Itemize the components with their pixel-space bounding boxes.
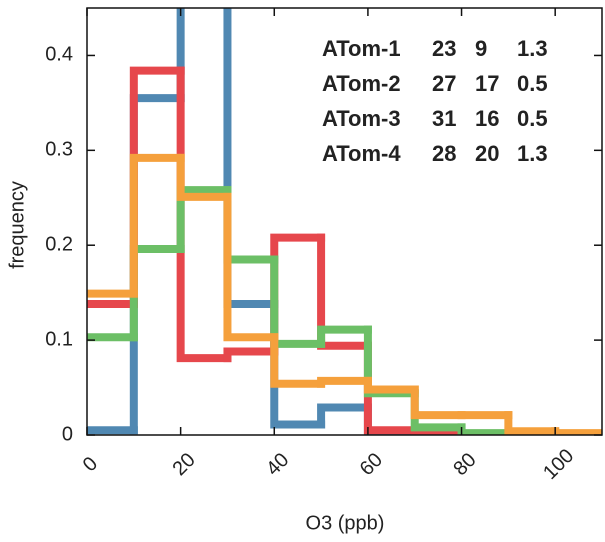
legend-label: ATom-2 <box>322 71 401 96</box>
histogram-step <box>129 66 185 309</box>
x-tick-label: 100 <box>539 445 578 484</box>
histogram-step <box>504 411 560 435</box>
histogram-step <box>223 192 279 342</box>
plot-area <box>87 8 602 435</box>
histogram-step <box>457 423 513 435</box>
x-tick-label: 20 <box>168 449 199 480</box>
histogram-step <box>129 153 185 298</box>
legend-stat: 0.5 <box>517 71 548 96</box>
histogram-step <box>363 376 419 394</box>
histogram-step <box>176 8 185 103</box>
y-axis-label: frequency <box>6 181 28 269</box>
x-tick-label: 40 <box>262 449 293 480</box>
histogram-step <box>176 66 232 363</box>
y-tick-label: 0.1 <box>45 328 73 350</box>
legend-stat: 20 <box>475 141 499 166</box>
y-tick-label: 0.4 <box>45 44 73 66</box>
x-tick-label: 80 <box>449 449 480 480</box>
histogram-step <box>317 403 372 429</box>
histogram-step <box>551 427 602 435</box>
plot-frame <box>86 7 603 436</box>
legend-stat: 1.3 <box>517 36 548 61</box>
x-axis-label: O3 (ppb) <box>306 512 385 534</box>
y-tick-label: 0.2 <box>45 234 73 256</box>
legend-stat: 9 <box>475 36 487 61</box>
histogram-step <box>270 233 326 356</box>
x-tick-label: 0 <box>79 453 102 476</box>
legend-stat: 28 <box>432 141 456 166</box>
legend-label: ATom-4 <box>322 141 401 166</box>
legend-stat: 23 <box>432 36 456 61</box>
legend-stat: 27 <box>432 71 456 96</box>
legend-label: ATom-3 <box>322 106 401 131</box>
histogram-step <box>270 255 326 348</box>
legend-label: ATom-1 <box>322 36 401 61</box>
histogram-step <box>410 385 466 420</box>
legend-stat: 31 <box>432 106 456 131</box>
legend-stat: 16 <box>475 106 499 131</box>
histogram-step <box>363 325 419 398</box>
y-tick-label: 0.3 <box>45 139 73 161</box>
x-tick-label: 60 <box>356 449 387 480</box>
histogram-step <box>129 245 185 342</box>
histogram-step <box>176 153 232 201</box>
histogram-step <box>270 300 326 429</box>
histogram-step <box>223 347 279 363</box>
legend-stat: 17 <box>475 71 499 96</box>
histogram-step <box>317 325 372 348</box>
histogram-step <box>223 186 279 264</box>
legend-stat: 1.3 <box>517 141 548 166</box>
y-tick-label: 0 <box>62 423 73 445</box>
histogram-step <box>410 389 466 432</box>
legend-stat: 0.5 <box>517 106 548 131</box>
histogram-step <box>317 376 372 388</box>
histogram-step <box>129 94 185 435</box>
histogram-step <box>270 333 326 388</box>
